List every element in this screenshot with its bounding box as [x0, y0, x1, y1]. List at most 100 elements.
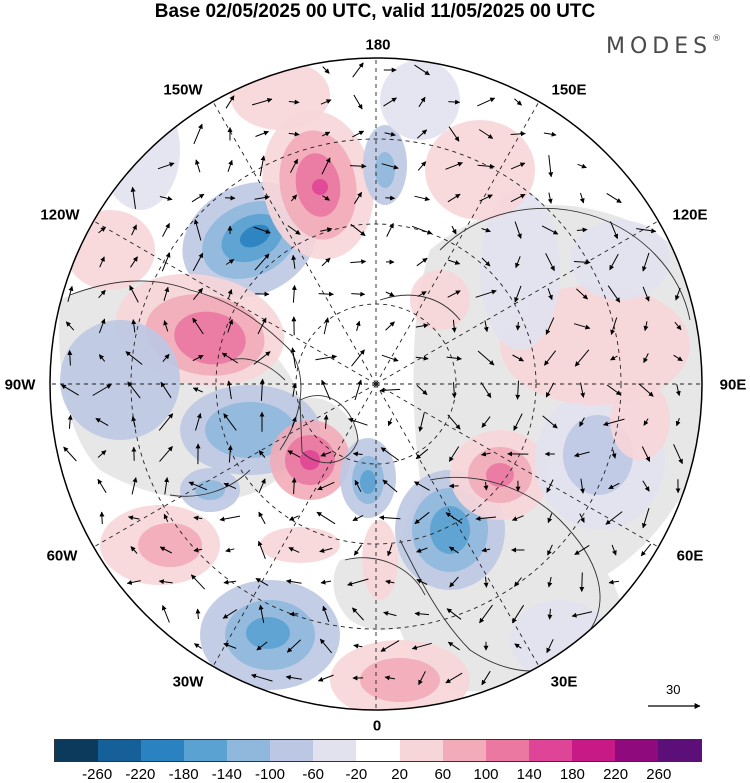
meridian-line [375, 383, 659, 548]
anomaly-region [360, 658, 440, 702]
wind-vector [579, 417, 585, 427]
wind-vector [162, 222, 170, 237]
wind-vector [415, 323, 429, 329]
wind-vector [225, 259, 235, 265]
wind-vector [259, 155, 266, 177]
wind-vector [322, 605, 330, 622]
wind-vector [290, 194, 298, 202]
wind-vector [643, 321, 649, 332]
wind-vector [351, 291, 366, 297]
coastline-layer [69, 207, 691, 672]
map-disc [50, 58, 702, 710]
wind-vector [418, 412, 425, 432]
wind-vector [481, 547, 491, 553]
wind-vector [287, 225, 301, 235]
wind-vector [192, 354, 204, 362]
wind-vector [319, 547, 333, 553]
anomaly-region [260, 527, 340, 563]
wind-vector [576, 227, 588, 233]
wind-vector [164, 477, 170, 495]
wind-vector [195, 159, 201, 173]
wind-vector [384, 675, 395, 681]
wind-vector [512, 354, 524, 362]
wind-vector [387, 418, 393, 427]
wind-vector [483, 320, 489, 333]
legend-tick-label: -100 [254, 766, 286, 783]
wind-vector [223, 482, 237, 490]
lon-label-60w: 60W [46, 547, 78, 565]
wind-vector [291, 477, 297, 495]
wind-vector [382, 479, 398, 493]
wind-vector [380, 447, 400, 461]
wind-vector [673, 354, 683, 362]
wind-vector [159, 446, 173, 462]
wind-vector [253, 226, 271, 234]
wind-vector [193, 219, 202, 241]
wind-vector [479, 194, 493, 202]
wind-vector [323, 414, 329, 429]
wind-vector [286, 579, 302, 584]
wind-vector [193, 123, 203, 145]
wind-vector [67, 350, 73, 366]
coastline [429, 476, 601, 631]
wind-vector [547, 576, 553, 588]
wind-vector [254, 253, 270, 271]
lon-label-90e: 90E [719, 376, 747, 394]
wind-vector [291, 382, 297, 397]
legend-swatch [55, 740, 99, 761]
wind-vector [576, 288, 588, 300]
wind-vector [99, 256, 105, 268]
wind-vector [514, 643, 522, 649]
wind-vector [161, 252, 171, 272]
wind-vector [451, 382, 457, 399]
legend-tick-label: -140 [211, 766, 242, 783]
wind-vector [447, 414, 461, 430]
lon-label-30e: 30E [550, 673, 578, 691]
wind-vector [317, 481, 335, 491]
lon-label-120e: 120E [672, 206, 708, 224]
wind-vector [414, 511, 430, 525]
wind-vector [320, 579, 332, 585]
lon-label-30w: 30W [172, 673, 204, 691]
wind-vector [322, 66, 330, 74]
wind-vector [447, 290, 461, 298]
wind-vector [414, 195, 430, 202]
wind-vector [579, 513, 585, 523]
wind-vector [157, 162, 175, 170]
legend-swatch [141, 740, 185, 761]
wind-vector [159, 195, 173, 201]
wind-vector [480, 451, 491, 457]
wind-vector [158, 579, 173, 585]
legend-swatch [657, 740, 701, 761]
wind-vector [320, 227, 333, 233]
wind-vector [608, 482, 620, 490]
wind-vector [288, 131, 300, 137]
wind-vector [579, 192, 585, 204]
lon-label-150e: 150E [551, 81, 587, 99]
anomaly-region [375, 152, 395, 188]
wind-vector [414, 611, 430, 617]
wind-vector [418, 671, 426, 686]
legend-swatch [270, 740, 314, 761]
wind-vector [448, 126, 460, 142]
wind-vector [227, 159, 233, 172]
wind-vector [321, 257, 331, 267]
wind-vector [510, 193, 526, 203]
wind-vector [381, 354, 399, 362]
legend-swatch [485, 740, 529, 761]
wind-vector [383, 611, 397, 617]
legend-swatch [399, 740, 443, 761]
wind-vector [480, 382, 492, 399]
wind-vector [475, 516, 497, 522]
wind-vector [514, 98, 522, 106]
wind-vector [354, 379, 363, 401]
wind-vector [610, 317, 618, 335]
wind-vector [546, 479, 554, 493]
map-border [49, 57, 703, 711]
lon-label-60e: 60E [676, 547, 704, 565]
wind-vector [449, 576, 459, 588]
wind-vector [291, 284, 297, 303]
wind-vector [413, 481, 430, 491]
anomaly-region [230, 60, 330, 130]
